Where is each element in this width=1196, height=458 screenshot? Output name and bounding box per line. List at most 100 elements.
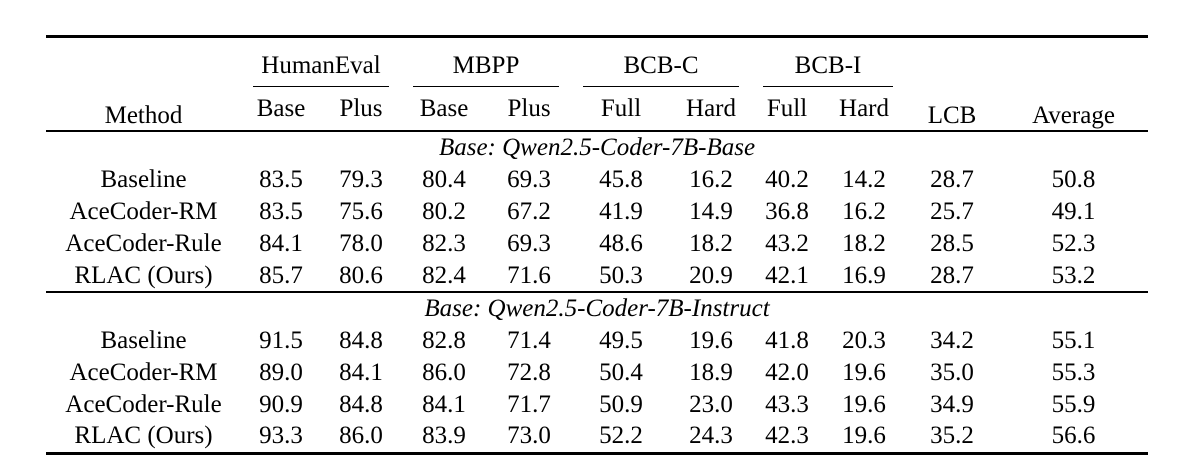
value-cell: 42.1 xyxy=(765,261,809,289)
column-header-bcb-i-full: Full xyxy=(766,94,808,122)
value-cell: 34.2 xyxy=(930,327,974,354)
value-cell: 56.6 xyxy=(1051,422,1096,450)
value-cell: 83.5 xyxy=(259,166,303,193)
column-group-bcb-c-label: BCB-C xyxy=(583,52,740,87)
value-cell: 18.9 xyxy=(689,359,733,386)
value-cell: 20.3 xyxy=(842,327,886,354)
value-cell: 16.9 xyxy=(842,261,886,289)
section-title: Base: Qwen2.5-Coder-7B-Instruct xyxy=(424,295,770,322)
header-group-row: Method HumanEval MBPP BCB-C BCB-I LCB Av… xyxy=(46,37,1148,129)
value-cell: 40.2 xyxy=(765,166,809,193)
value-cell: 85.7 xyxy=(259,261,303,289)
value-cell: 69.3 xyxy=(507,230,551,257)
section-title-row: Base: Qwen2.5-Coder-7B-Instruct xyxy=(46,292,1149,325)
value-cell: 50.8 xyxy=(1051,166,1096,193)
column-header-humaneval-base: Base xyxy=(256,94,306,122)
value-cell: 82.3 xyxy=(422,230,466,257)
value-cell: 19.6 xyxy=(842,391,886,418)
value-cell: 93.3 xyxy=(259,422,303,450)
value-cell: 84.8 xyxy=(339,327,383,354)
table-row: RLAC (Ours) 93.3 86.0 83.9 73.0 52.2 24.3 42.3 1… xyxy=(46,421,1148,453)
value-cell: 43.3 xyxy=(765,391,809,418)
method-cell: Baseline xyxy=(100,327,187,354)
value-cell: 42.3 xyxy=(765,422,809,450)
value-cell: 20.9 xyxy=(689,261,733,289)
method-cell: AceCoder-RM xyxy=(69,359,218,386)
value-cell: 86.0 xyxy=(422,359,466,386)
value-cell: 49.1 xyxy=(1051,198,1096,225)
table-header: Method HumanEval MBPP BCB-C BCB-I LCB Av… xyxy=(46,37,1149,131)
column-group-bcb-i: BCB-I xyxy=(751,37,905,87)
value-cell: 16.2 xyxy=(689,166,733,193)
column-header-humaneval-plus: Plus xyxy=(339,94,383,122)
value-cell: 52.2 xyxy=(599,422,643,450)
value-cell: 69.3 xyxy=(507,166,551,193)
method-cell: AceCoder-Rule xyxy=(65,230,222,257)
value-cell: 50.9 xyxy=(599,391,643,418)
value-cell: 73.0 xyxy=(507,422,551,450)
column-group-mbpp-label: MBPP xyxy=(413,52,560,87)
table-row: AceCoder-Rule 84.1 78.0 82.3 69.3 48.6 18.2 43.… xyxy=(46,228,1148,260)
value-cell: 49.5 xyxy=(599,327,643,354)
section-qwen-instruct: Base: Qwen2.5-Coder-7B-Instruct Baseline 9… xyxy=(46,292,1149,453)
value-cell: 42.0 xyxy=(765,359,809,386)
value-cell: 18.2 xyxy=(842,230,886,257)
value-cell: 55.3 xyxy=(1051,359,1096,386)
value-cell: 24.3 xyxy=(689,422,733,450)
value-cell: 25.7 xyxy=(930,198,974,225)
value-cell: 28.7 xyxy=(930,261,974,289)
results-table: Method HumanEval MBPP BCB-C BCB-I LCB Av… xyxy=(46,35,1149,455)
value-cell: 34.9 xyxy=(930,391,974,418)
value-cell: 35.2 xyxy=(930,422,974,450)
column-group-humaneval: HumanEval xyxy=(241,37,401,87)
value-cell: 55.9 xyxy=(1051,391,1096,418)
value-cell: 86.0 xyxy=(339,422,383,450)
column-header-average: Average xyxy=(1032,102,1115,129)
value-cell: 78.0 xyxy=(339,230,383,257)
value-cell: 18.2 xyxy=(689,230,733,257)
column-group-mbpp: MBPP xyxy=(401,37,571,87)
method-cell: AceCoder-RM xyxy=(69,198,218,225)
value-cell: 28.7 xyxy=(930,166,974,193)
column-header-method: Method xyxy=(104,102,183,129)
value-cell: 19.6 xyxy=(689,327,733,354)
section-qwen-base: Base: Qwen2.5-Coder-7B-Base Baseline 83.5 7… xyxy=(46,131,1148,292)
value-cell: 82.8 xyxy=(422,327,466,354)
section-title-row: Base: Qwen2.5-Coder-7B-Base xyxy=(46,131,1148,164)
value-cell: 80.4 xyxy=(422,166,466,193)
value-cell: 84.8 xyxy=(339,391,383,418)
table-row: Baseline 83.5 79.3 80.4 69.3 45.8 16.2 40.2 14.2… xyxy=(46,164,1148,196)
value-cell: 80.6 xyxy=(339,261,383,289)
value-cell: 83.5 xyxy=(259,198,303,225)
value-cell: 71.7 xyxy=(507,391,551,418)
column-header-bcb-c-hard: Hard xyxy=(686,94,736,122)
value-cell: 53.2 xyxy=(1051,261,1096,289)
value-cell: 80.2 xyxy=(422,198,466,225)
value-cell: 14.9 xyxy=(689,198,733,225)
section-title: Base: Qwen2.5-Coder-7B-Base xyxy=(438,134,756,161)
value-cell: 16.2 xyxy=(842,198,886,225)
column-group-bcb-c: BCB-C xyxy=(571,37,751,87)
value-cell: 71.4 xyxy=(507,327,551,354)
value-cell: 36.8 xyxy=(765,198,809,225)
value-cell: 67.2 xyxy=(507,198,551,225)
value-cell: 14.2 xyxy=(842,166,886,193)
value-cell: 28.5 xyxy=(930,230,974,257)
value-cell: 19.6 xyxy=(842,359,886,386)
method-cell: AceCoder-Rule xyxy=(65,391,222,418)
value-cell: 52.3 xyxy=(1051,230,1096,257)
column-header-mbpp-plus: Plus xyxy=(507,94,551,122)
value-cell: 43.2 xyxy=(765,230,809,257)
table-row: RLAC (Ours) 85.7 80.6 82.4 71.6 50.3 20.9 42.1 1… xyxy=(46,260,1148,292)
header-sub-row: Base Plus Base Plus Full Hard Full Hard xyxy=(46,87,1148,131)
value-cell: 84.1 xyxy=(259,230,303,257)
value-cell: 55.1 xyxy=(1051,327,1096,354)
value-cell: 71.6 xyxy=(507,261,551,289)
value-cell: 72.8 xyxy=(507,359,551,386)
table-row: Baseline 91.5 84.8 82.8 71.4 49.5 19.6 41.8 20.3… xyxy=(46,325,1148,357)
method-cell: RLAC (Ours) xyxy=(74,422,213,450)
value-cell: 45.8 xyxy=(599,166,643,193)
value-cell: 48.6 xyxy=(599,230,643,257)
table-row: AceCoder-RM 89.0 84.1 86.0 72.8 50.4 18.9 42.0 1… xyxy=(46,357,1148,389)
